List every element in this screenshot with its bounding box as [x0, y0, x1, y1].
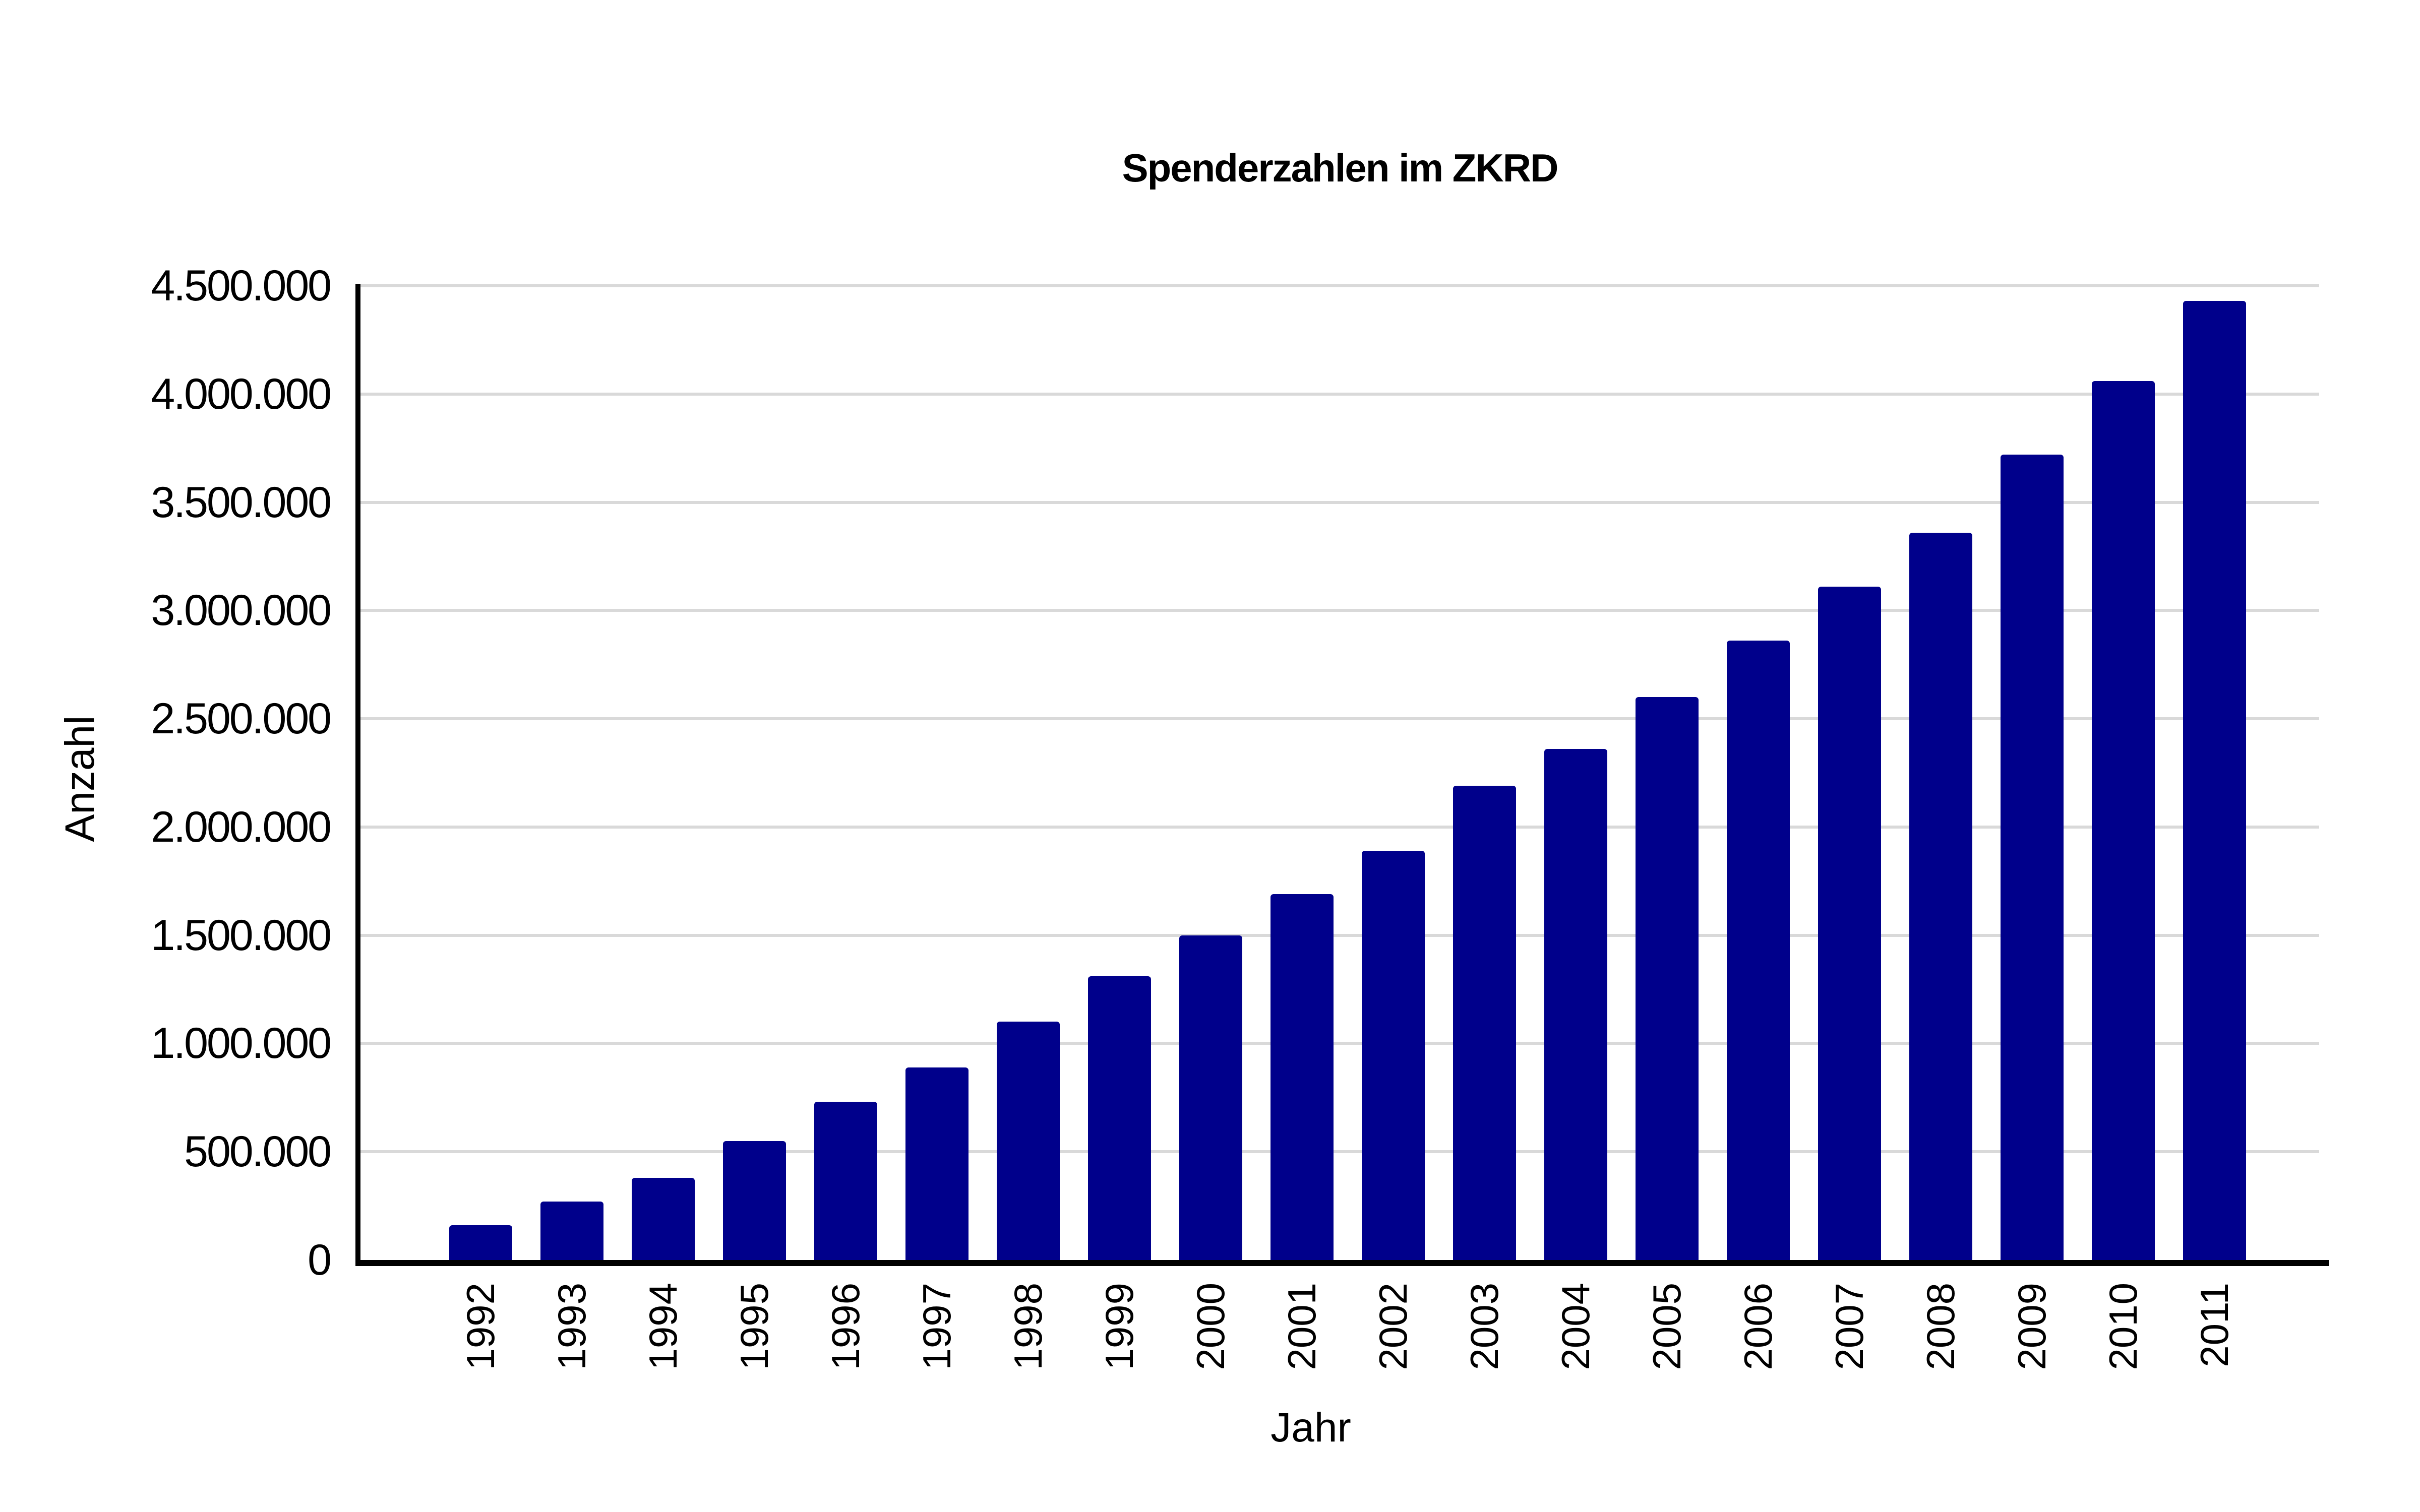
x-tick-text: 1999: [1097, 1283, 1141, 1370]
bar-2011: [2183, 301, 2246, 1260]
bar-1995: [722, 1141, 786, 1260]
bar-1994: [631, 1178, 695, 1260]
x-axis-line: [355, 1260, 2329, 1266]
bar-2005: [1635, 697, 1699, 1260]
y-tick-label: 3.500.000: [151, 478, 332, 527]
gridline: [360, 609, 2319, 612]
bar-1993: [540, 1202, 603, 1260]
bar-2003: [1453, 786, 1516, 1260]
x-tick-text: 2009: [2010, 1283, 2054, 1370]
bar-2001: [1270, 894, 1334, 1260]
bar-1999: [1087, 976, 1151, 1260]
x-tick-text: 2000: [1188, 1283, 1233, 1370]
x-tick-text: 2007: [1827, 1283, 1871, 1370]
x-tick-text: 2001: [1280, 1283, 1324, 1370]
x-tick-text: 2002: [1371, 1283, 1415, 1370]
x-tick-text: 2010: [2101, 1283, 2145, 1370]
gridline: [360, 1150, 2319, 1154]
bar-1996: [814, 1102, 877, 1260]
y-axis-line: [355, 284, 360, 1266]
x-tick-text: 2011: [2192, 1283, 2236, 1367]
gridline: [360, 933, 2319, 937]
gridline: [360, 284, 2319, 287]
x-axis-title: Jahr: [1270, 1405, 1351, 1451]
bar-2008: [1909, 533, 1972, 1260]
x-tick-text: 1992: [458, 1283, 503, 1370]
y-tick-label: 3.000.000: [151, 586, 332, 635]
y-tick-label: 2.500.000: [151, 695, 332, 743]
gridline: [360, 1042, 2319, 1045]
bar-2004: [1544, 749, 1607, 1260]
y-tick-label: 4.000.000: [151, 369, 332, 418]
bar-2010: [2091, 381, 2155, 1260]
chart-title: Spenderzahlen im ZKRD: [1122, 146, 1559, 190]
x-tick-text: 1997: [915, 1283, 959, 1370]
y-tick-label: 1.500.000: [151, 911, 332, 960]
bar-2006: [1726, 641, 1790, 1260]
x-tick-text: 1998: [1006, 1283, 1050, 1370]
bar-1998: [996, 1022, 1060, 1260]
y-tick-label: 1.000.000: [151, 1019, 332, 1068]
x-tick-text: 1996: [823, 1283, 868, 1370]
bar-1997: [905, 1067, 969, 1260]
plot-area: [360, 284, 2319, 1260]
x-tick-text: 1994: [641, 1283, 685, 1370]
y-tick-label: 500.000: [184, 1127, 332, 1176]
gridline: [360, 500, 2319, 504]
bar-2000: [1179, 935, 1242, 1260]
x-tick-text: 2005: [1645, 1283, 1689, 1370]
x-tick-text: 2008: [1918, 1283, 1963, 1370]
y-tick-label: 0: [308, 1236, 332, 1284]
y-tick-label: 2.000.000: [151, 802, 332, 851]
x-tick-text: 2004: [1553, 1283, 1598, 1370]
gridline: [360, 717, 2319, 721]
x-tick-text: 1993: [550, 1283, 594, 1370]
bar-2007: [1818, 587, 1881, 1260]
gridline: [360, 825, 2319, 829]
x-tick-text: 2006: [1736, 1283, 1780, 1370]
bar-1992: [449, 1225, 512, 1260]
gridline: [360, 392, 2319, 396]
y-tick-label: 4.500.000: [151, 262, 332, 310]
bar-2002: [1361, 851, 1425, 1260]
x-tick-text: 1995: [732, 1283, 776, 1370]
x-tick-text: 2003: [1462, 1283, 1506, 1370]
bar-2009: [2000, 455, 2064, 1260]
